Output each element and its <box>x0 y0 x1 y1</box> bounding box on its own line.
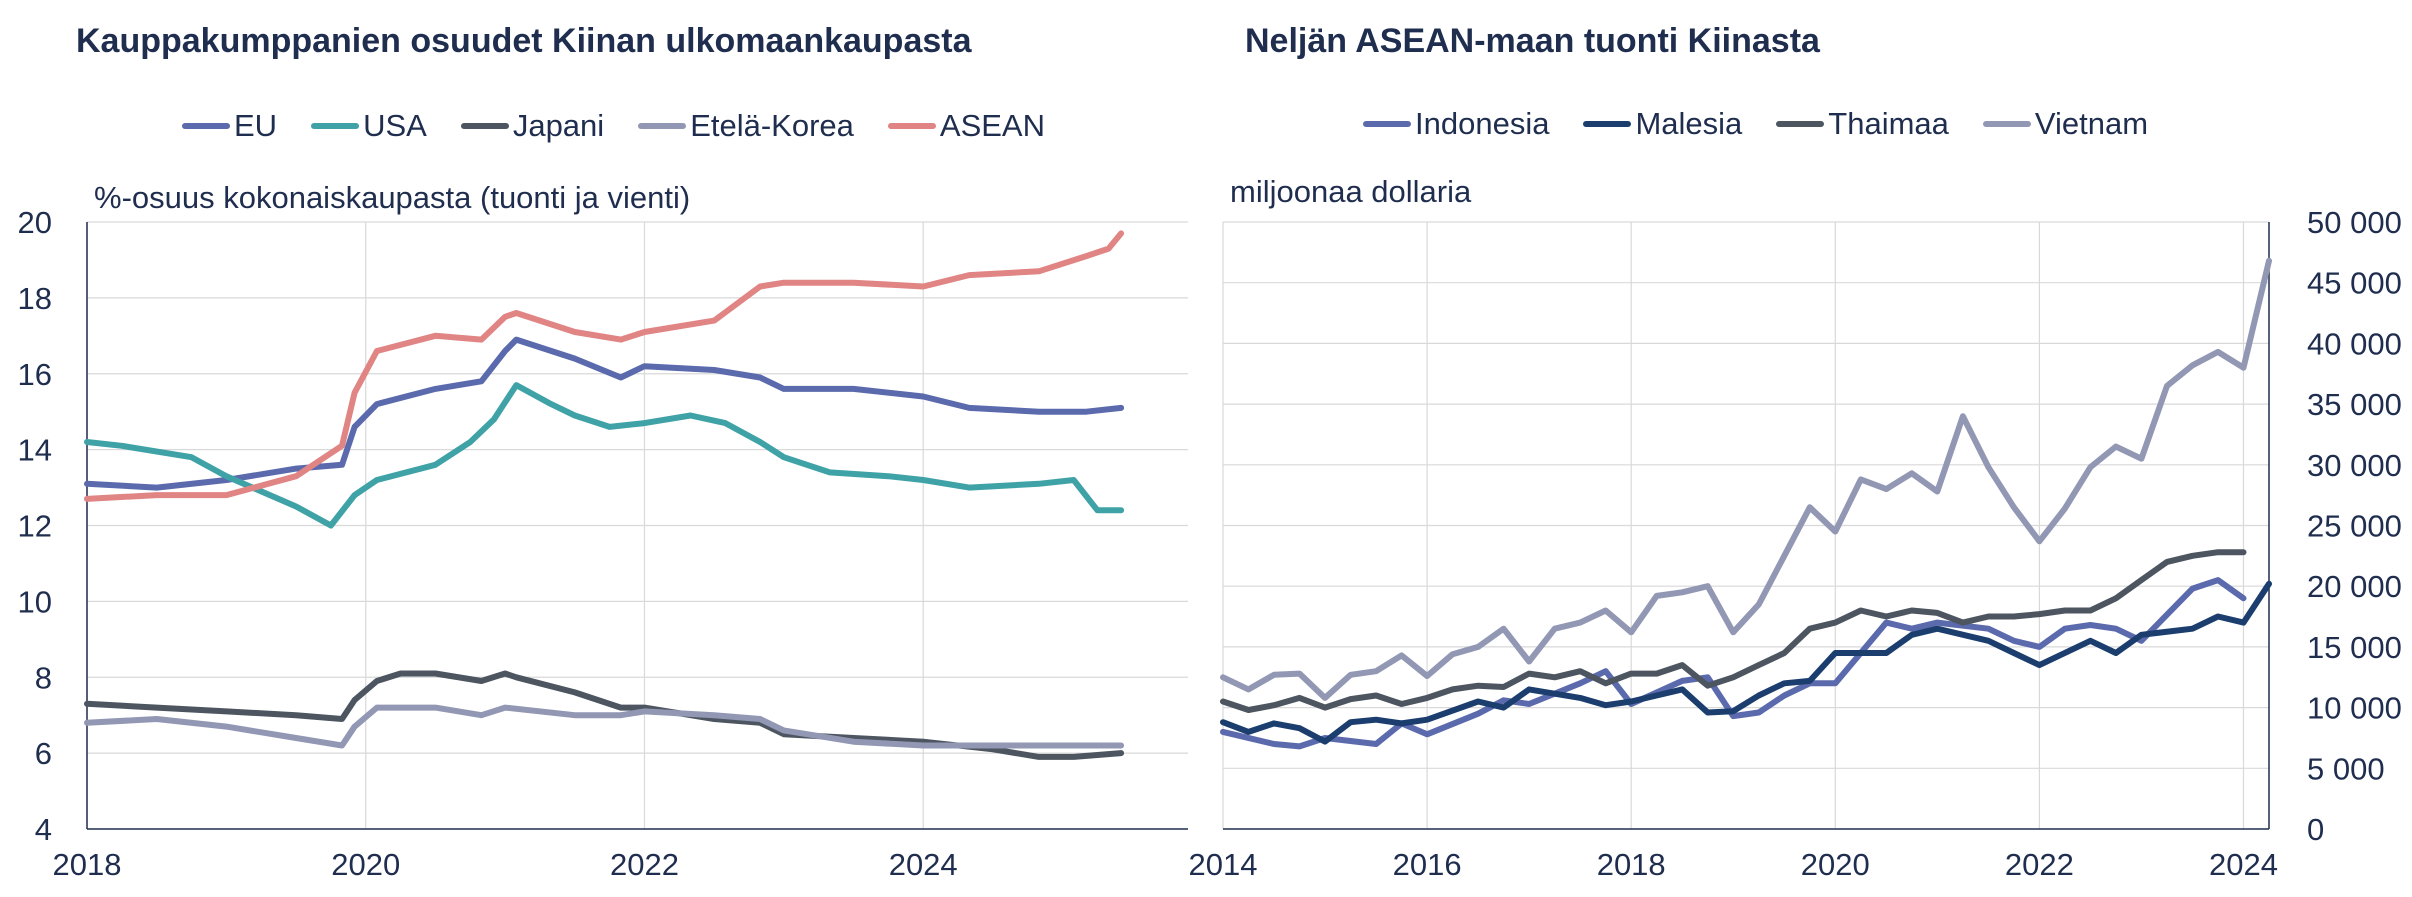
y-axis-label: miljoonaa dollaria <box>1230 174 1472 209</box>
x-tick-label: 2018 <box>53 847 122 882</box>
y-tick-label: 14 <box>18 433 52 468</box>
legend-item-indonesia: Indonesia <box>1363 106 1549 142</box>
x-tick-label: 2022 <box>2005 847 2074 882</box>
legend-label: Etelä-Korea <box>690 108 854 143</box>
legend-item-thailand: Thaimaa <box>1776 106 1949 142</box>
series-line-indonesia <box>1220 577 2247 750</box>
y-tick-label: 10 <box>18 584 52 619</box>
legend-swatch <box>311 123 360 129</box>
y-tick-label: 45 000 <box>2307 266 2402 301</box>
chart-asean-imports: Neljän ASEAN-maan tuonti Kiinasta Indone… <box>1189 0 2412 897</box>
legend-label: Indonesia <box>1415 106 1550 141</box>
chart-title: Neljän ASEAN-maan tuonti Kiinasta <box>1245 22 1820 60</box>
legend-label: Japani <box>512 108 605 143</box>
y-tick-label: 35 000 <box>2307 387 2402 422</box>
legend: Indonesia Malesia Thaimaa Vietnam <box>1363 106 2182 142</box>
x-tick-label: 2014 <box>1189 847 1258 882</box>
legend-swatch <box>182 123 230 129</box>
legend-swatch <box>1982 121 2031 127</box>
legend-item-asean: ASEAN <box>887 108 1046 144</box>
series-line-thaimaa <box>1220 549 2247 713</box>
y-tick-label: 15 000 <box>2307 630 2402 665</box>
series-line-eu <box>84 336 1125 491</box>
y-tick-label: 0 <box>2307 812 2324 847</box>
x-tick-label: 2020 <box>331 847 400 882</box>
legend-label: Malesia <box>1635 106 1743 141</box>
legend-swatch <box>1776 121 1825 127</box>
x-tick-label: 2018 <box>1597 847 1666 882</box>
legend-item-japan: Japani <box>460 108 605 144</box>
legend-label: EU <box>234 108 278 143</box>
legend-item-eu: EU <box>182 108 277 144</box>
legend-swatch <box>1363 121 1411 127</box>
y-tick-label: 40 000 <box>2307 326 2402 361</box>
y-tick-label: 20 <box>18 205 52 240</box>
y-tick-label: 30 000 <box>2307 448 2402 483</box>
series-line-etel-korea <box>84 704 1125 749</box>
x-tick-label: 2022 <box>610 847 679 882</box>
x-tick-label: 2024 <box>889 847 958 882</box>
legend-item-south-korea: Etelä-Korea <box>638 108 854 144</box>
legend-label: Thaimaa <box>1828 106 1949 141</box>
y-tick-label: 12 <box>18 509 52 544</box>
chart-title: Kauppakumppanien osuudet Kiinan ulkomaan… <box>76 22 972 60</box>
legend-swatch <box>460 123 509 129</box>
y-tick-label: 10 000 <box>2307 691 2402 726</box>
y-tick-label: 16 <box>18 357 52 392</box>
y-tick-label: 50 000 <box>2307 205 2402 240</box>
legend-label: USA <box>363 108 427 143</box>
y-tick-label: 5 000 <box>2307 751 2385 786</box>
legend-item-malaysia: Malesia <box>1583 106 1742 142</box>
series-line-asean <box>84 230 1125 502</box>
plot-area: 50 000 45 000 40 000 35 000 30 000 25 000 20 0… <box>1189 205 2402 882</box>
legend-swatch <box>887 123 936 129</box>
chart-trade-shares: Kauppakumppanien osuudet Kiinan ulkomaan… <box>0 0 1200 897</box>
legend-swatch <box>1583 121 1632 127</box>
legend-swatch <box>638 123 687 129</box>
series-line-malesia <box>1220 580 2272 745</box>
x-tick-label: 2024 <box>2209 847 2278 882</box>
legend-label: Vietnam <box>2034 106 2149 141</box>
y-tick-label: 25 000 <box>2307 509 2402 544</box>
legend-item-usa: USA <box>311 108 427 144</box>
x-tick-label: 2016 <box>1393 847 1462 882</box>
y-tick-label: 4 <box>35 812 52 847</box>
legend: EU USA Japani Etelä-Korea ASEAN <box>182 108 1079 144</box>
series-line-vietnam <box>1220 257 2272 701</box>
y-tick-label: 6 <box>35 736 52 771</box>
y-axis-label: %-osuus kokonaiskaupasta (tuonti ja vien… <box>94 180 691 215</box>
y-tick-label: 18 <box>18 281 52 316</box>
legend-item-vietnam: Vietnam <box>1982 106 2149 142</box>
series-line-usa <box>84 382 1125 529</box>
legend-label: ASEAN <box>939 108 1046 143</box>
y-tick-label: 20 000 <box>2307 569 2402 604</box>
x-tick-label: 2020 <box>1801 847 1870 882</box>
y-tick-label: 8 <box>35 660 52 695</box>
